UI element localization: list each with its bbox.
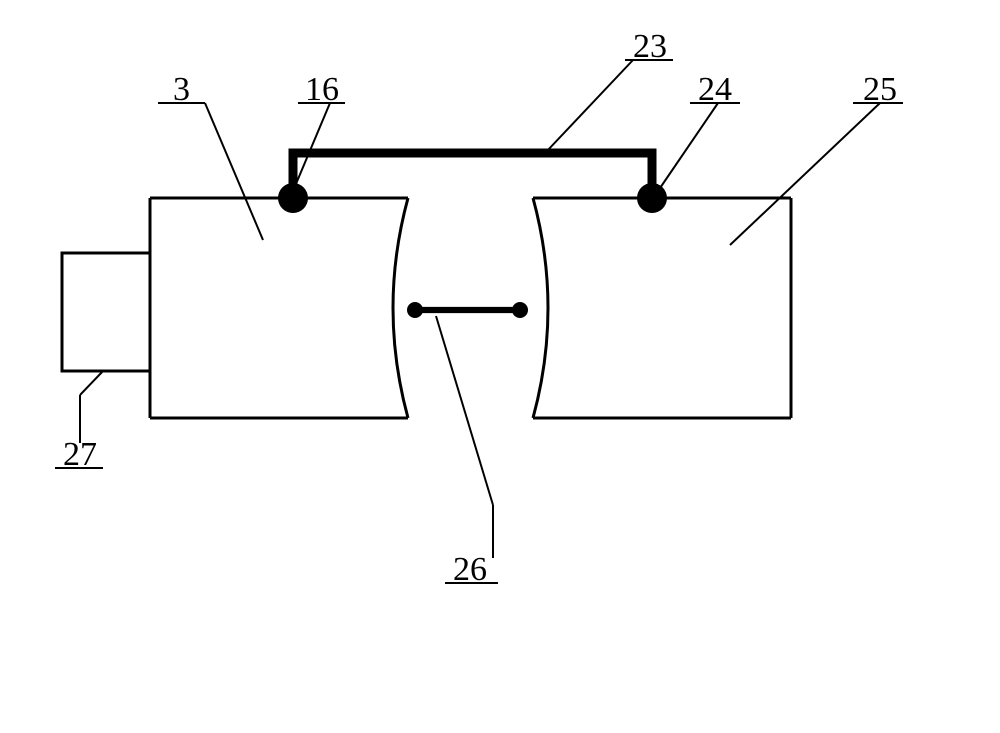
label-underlines — [55, 60, 903, 583]
label-26: 26 — [453, 551, 487, 588]
label-16: 16 — [305, 71, 339, 108]
label-3: 3 — [173, 71, 190, 108]
right-cylinder — [533, 198, 791, 418]
thick-links — [289, 153, 657, 310]
label-25: 25 — [863, 71, 897, 108]
label-23: 23 — [633, 28, 667, 65]
label-24: 24 — [698, 71, 732, 108]
label-27: 27 — [63, 436, 97, 473]
hinge-dots — [278, 183, 667, 318]
diagram-canvas: 3 16 23 24 25 26 27 — [0, 0, 1000, 733]
left-cylinder — [150, 198, 408, 418]
small-rect — [62, 253, 150, 371]
